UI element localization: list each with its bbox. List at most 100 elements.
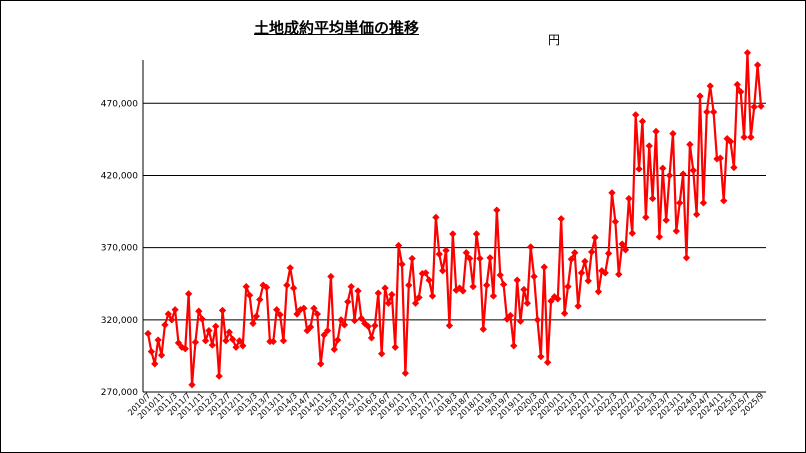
data-point-marker [208,341,217,349]
data-point-marker [333,336,342,344]
data-point-marker [753,61,762,69]
data-point-marker [316,360,325,368]
data-point-marker [323,326,332,335]
data-point-marker [560,309,569,318]
data-point-marker [733,80,742,89]
data-point-marker [357,314,366,323]
data-point-marker [533,316,542,324]
data-point-marker [157,351,166,359]
data-point-marker [540,263,549,271]
data-point-marker [195,307,203,315]
data-point-marker [750,103,758,111]
data-point-marker [482,281,491,289]
data-point-marker [594,287,603,296]
data-point-marker [377,349,386,358]
data-point-marker [205,326,213,335]
data-point-marker [310,304,318,313]
data-point-marker [388,290,396,299]
data-point-marker [293,310,301,318]
data-point-marker [391,343,399,352]
data-point-marker [648,194,657,203]
data-point-marker [479,325,488,333]
data-point-marker [621,246,630,254]
data-point-marker [445,321,454,330]
data-point-marker [696,92,704,100]
data-point-marker [493,206,501,214]
data-point-marker [330,345,339,354]
data-point-marker [625,194,633,203]
data-point-marker [608,189,616,197]
data-point-marker [181,344,190,353]
data-point-marker [354,287,362,295]
y-tick-labels: 270,000 320,000 370,000 420,000 470,000 [101,99,138,398]
data-point-marker [476,254,484,263]
data-point-marker [225,328,234,336]
data-point-marker [672,227,681,235]
data-point-marker [252,312,261,320]
data-point-marker [449,230,457,238]
data-point-marker [577,269,586,277]
data-point-marker [736,88,745,96]
data-point-marker [411,299,420,307]
data-point-marker [574,302,582,310]
data-point-marker [421,269,430,277]
data-point-marker [638,117,647,126]
data-point-marker [228,335,237,344]
data-point-marker [442,246,450,255]
data-point-marker [151,360,159,368]
data-point-marker [703,108,711,116]
data-point-marker [675,199,684,207]
data-point-marker [147,347,156,356]
data-point-marker [262,283,271,292]
data-point-marker [486,254,494,262]
data-point-marker [306,323,315,331]
data-point-marker [198,315,206,323]
data-point-marker [665,171,674,180]
data-point-marker [201,337,210,345]
data-point-marker [659,164,667,173]
data-point-marker [218,306,227,315]
series-line [146,51,763,386]
data-point-marker [242,282,250,291]
y-tick-label: 320,000 [101,316,138,326]
data-point-marker [300,304,308,313]
data-point-marker [743,49,752,57]
data-point-marker [469,282,477,291]
data-point-marker [604,249,613,258]
data-point-marker [757,102,765,110]
data-point-marker [188,381,196,389]
data-point-marker [367,334,376,342]
data-point-marker [211,322,220,331]
y-tick-label: 470,000 [101,99,138,109]
data-point-marker [513,276,521,284]
data-point-marker [692,210,701,219]
data-point-marker [686,140,694,149]
data-point-marker [520,285,528,294]
axes [142,60,766,393]
chart-title: 土地成約平均単価の推移 [254,19,420,37]
data-point-marker [283,281,291,289]
data-point-marker [337,316,345,324]
data-point-marker [601,269,609,277]
data-point-marker [276,311,284,319]
data-point-marker [567,255,576,263]
data-point-marker [706,82,714,90]
data-point-marker [154,336,162,344]
data-point-marker [401,369,410,377]
data-point-marker [699,199,708,207]
data-point-marker [171,305,179,314]
data-point-marker [669,129,677,138]
data-point-marker [499,280,508,289]
data-point-marker [652,127,660,136]
data-point-marker [726,137,735,146]
data-point-marker [394,241,403,250]
data-point-marker [245,291,254,300]
series-layer [144,49,765,389]
data-point-marker [347,282,355,291]
data-point-marker [313,310,322,318]
data-point-marker [381,284,389,292]
data-point-marker [232,343,240,352]
data-point-marker [655,233,664,241]
data-point-marker [256,295,264,304]
